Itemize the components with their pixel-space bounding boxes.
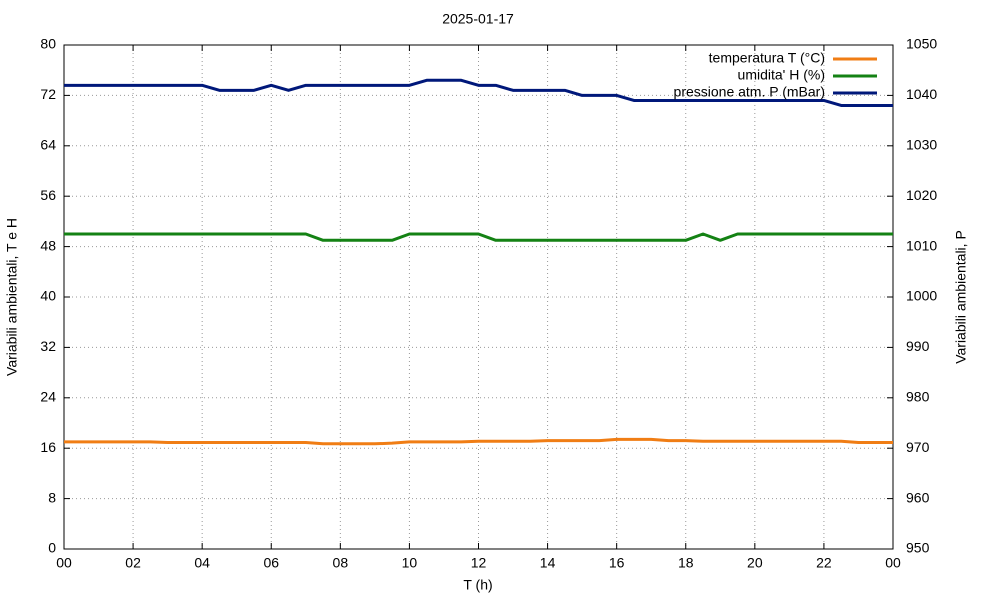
y-tick-label: 16 (40, 439, 56, 455)
x-tick-label: 06 (263, 555, 279, 571)
x-axis-label: T (h) (463, 577, 492, 593)
y2-tick-label: 960 (906, 489, 930, 505)
x-tick-label: 10 (402, 555, 418, 571)
legend-label: pressione atm. P (mBar) (674, 84, 825, 100)
y2-axis-label: Variabili ambientali, P (953, 230, 969, 364)
y-tick-label: 64 (40, 137, 56, 153)
y2-tick-label: 970 (906, 439, 930, 455)
y2-tick-label: 1030 (906, 137, 937, 153)
x-tick-label: 22 (816, 555, 832, 571)
y-tick-label: 8 (48, 489, 56, 505)
y-axis-label: Variabili ambientali, T e H (4, 218, 20, 376)
y-tick-label: 0 (48, 540, 56, 556)
plot-frame (63, 44, 894, 550)
x-tick-label: 00 (56, 555, 72, 571)
y2-tick-label: 1020 (906, 187, 937, 203)
y-tick-label: 56 (40, 187, 56, 203)
x-tick-label: 00 (885, 555, 901, 571)
y-tick-label: 32 (40, 338, 56, 354)
x-tick-label: 12 (471, 555, 487, 571)
x-tick-label: 04 (194, 555, 210, 571)
y-tick-label: 48 (40, 237, 56, 253)
x-tick-label: 14 (540, 555, 556, 571)
data-line (64, 78, 893, 107)
y2-tick-label: 1040 (906, 86, 937, 102)
y2-tick-label: 1050 (906, 36, 937, 52)
y-tick-label: 80 (40, 36, 56, 52)
chart-title: 2025-01-17 (442, 11, 514, 27)
data-line (64, 232, 893, 242)
x-tick-label: 16 (609, 555, 625, 571)
data-line (64, 437, 893, 446)
y2-tick-label: 1000 (906, 288, 937, 304)
y2-tick-label: 980 (906, 389, 930, 405)
y2-tick-label: 1010 (906, 237, 937, 253)
y2-tick-label: 950 (906, 540, 930, 556)
x-tick-label: 08 (333, 555, 349, 571)
y-tick-label: 40 (40, 288, 56, 304)
y-tick-label: 24 (40, 389, 56, 405)
y2-tick-label: 990 (906, 338, 930, 354)
x-tick-label: 18 (678, 555, 694, 571)
legend-label: temperatura T (°C) (709, 50, 825, 66)
y-tick-label: 72 (40, 86, 56, 102)
x-tick-label: 02 (125, 555, 141, 571)
legend-label: umidita' H (%) (738, 67, 825, 83)
x-tick-label: 20 (747, 555, 763, 571)
